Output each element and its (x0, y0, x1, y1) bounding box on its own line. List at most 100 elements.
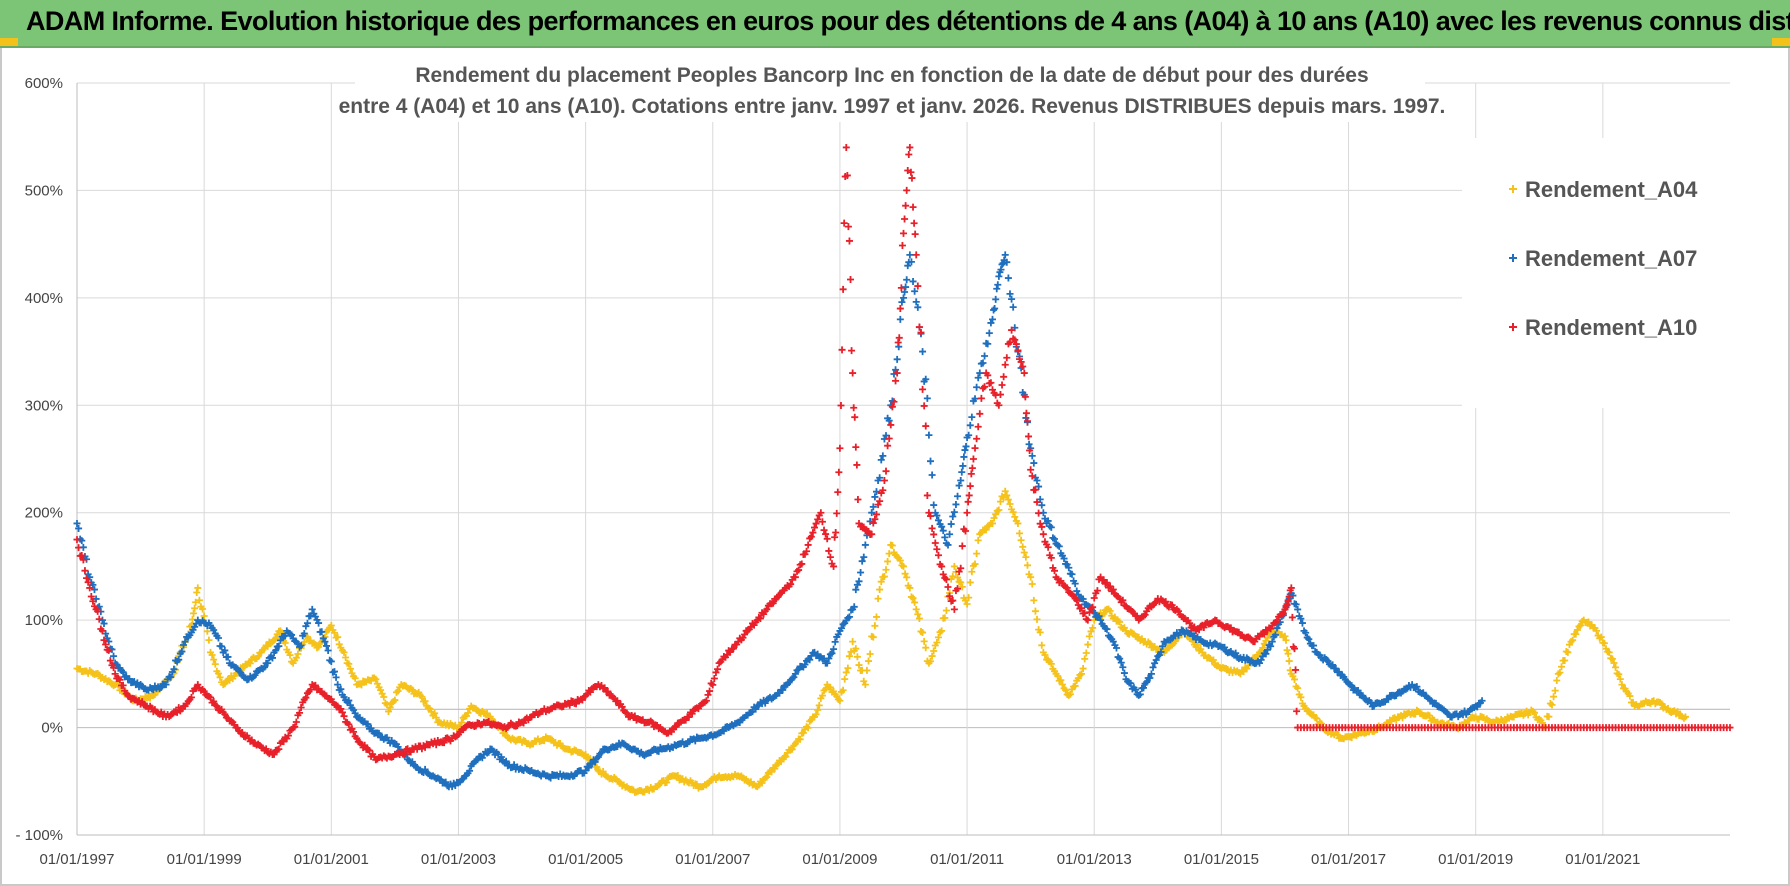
data-point (812, 520, 820, 528)
data-point (246, 659, 254, 667)
data-point (969, 455, 977, 463)
data-point (1553, 676, 1561, 684)
data-point (971, 395, 979, 403)
data-point (334, 681, 342, 689)
data-point (1097, 616, 1105, 624)
data-point (949, 572, 957, 580)
data-point (880, 573, 888, 581)
data-point (906, 143, 914, 151)
data-point (863, 666, 871, 674)
data-point (835, 468, 843, 476)
data-point (1078, 670, 1086, 678)
data-point (954, 574, 962, 582)
data-point (190, 609, 198, 617)
data-point (894, 338, 902, 346)
data-point (1031, 607, 1039, 615)
data-point (974, 536, 982, 544)
data-point (839, 686, 847, 694)
legend-box (1462, 138, 1730, 408)
data-point (949, 512, 957, 520)
data-point (1112, 644, 1120, 652)
data-point (214, 634, 222, 642)
data-point (930, 530, 938, 538)
data-point (888, 403, 896, 411)
data-point (254, 653, 262, 661)
data-point (1618, 681, 1626, 689)
data-point (95, 615, 103, 623)
data-point (327, 622, 335, 630)
data-point (992, 295, 1000, 303)
data-point (979, 359, 987, 367)
data-point (1186, 619, 1194, 627)
data-point (907, 258, 915, 266)
data-point (1550, 693, 1558, 701)
data-point (1120, 669, 1128, 677)
data-point (1082, 649, 1090, 657)
data-point (960, 453, 968, 461)
data-point (585, 764, 593, 772)
data-point (1000, 373, 1008, 381)
data-point (98, 627, 106, 635)
data-point (1016, 529, 1024, 537)
data-point (87, 592, 95, 600)
data-point (998, 260, 1006, 268)
data-point (1111, 613, 1119, 621)
data-point (78, 537, 86, 545)
data-point (1019, 363, 1027, 371)
header-bar: ADAM Informe. Evolution historique des p… (0, 0, 1790, 48)
data-point (1066, 690, 1074, 698)
data-point (787, 580, 795, 588)
data-point (843, 171, 851, 179)
data-point (909, 277, 917, 285)
data-point (1313, 715, 1321, 723)
data-point (1572, 630, 1580, 638)
data-point (964, 498, 972, 506)
y-tick-label: 400% (25, 290, 63, 307)
data-point (251, 671, 259, 679)
data-point (1273, 624, 1281, 632)
data-point (823, 535, 831, 543)
data-point (831, 533, 839, 541)
data-point (1004, 274, 1012, 282)
data-point (817, 509, 825, 517)
data-point (1297, 693, 1305, 701)
data-point (788, 745, 796, 753)
data-point (100, 636, 108, 644)
data-point (720, 727, 728, 735)
data-point (938, 523, 946, 531)
data-point (1293, 707, 1301, 715)
data-point (442, 778, 450, 786)
data-point (1626, 692, 1634, 700)
data-point (380, 693, 388, 701)
data-point (1149, 663, 1157, 671)
data-point (1152, 656, 1160, 664)
chart-title-line-2: entre 4 (A04) et 10 ans (A10). Cotations… (339, 95, 1446, 118)
data-point (1074, 591, 1082, 599)
data-point (1162, 598, 1170, 606)
data-point (1310, 642, 1318, 650)
data-point (210, 697, 218, 705)
data-point (954, 585, 962, 593)
data-point (1011, 336, 1019, 344)
data-point (1009, 303, 1017, 311)
data-point (1008, 326, 1016, 334)
data-point (1028, 580, 1036, 588)
data-point (1012, 340, 1020, 348)
data-point (920, 402, 928, 410)
data-point (1006, 500, 1014, 508)
data-point (995, 506, 1003, 514)
data-point (361, 741, 369, 749)
data-point (302, 694, 310, 702)
data-point (432, 714, 440, 722)
data-point (818, 518, 826, 526)
data-point (338, 708, 346, 716)
data-point (989, 315, 997, 323)
x-tick-label: 01/01/2009 (802, 851, 877, 868)
x-tick-label: 01/01/1999 (167, 851, 242, 868)
data-point (882, 467, 890, 475)
data-point (1009, 508, 1017, 516)
data-point (850, 404, 858, 412)
data-point (167, 673, 175, 681)
data-point (1057, 676, 1065, 684)
data-point (1271, 631, 1279, 639)
